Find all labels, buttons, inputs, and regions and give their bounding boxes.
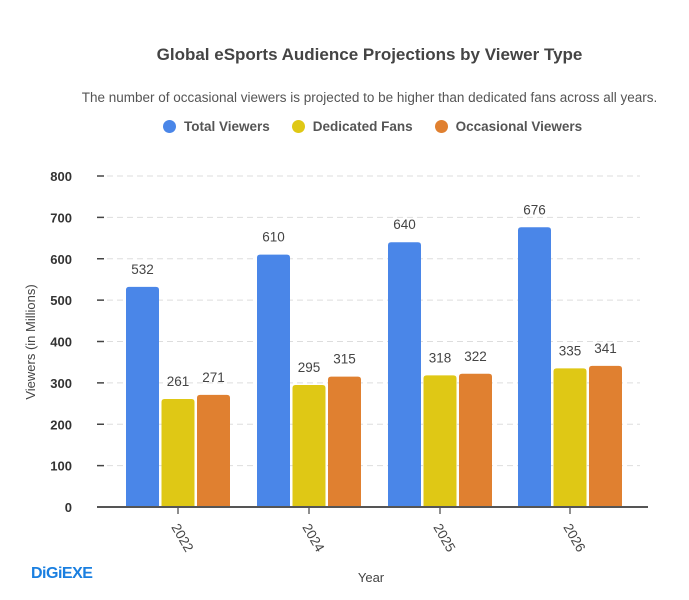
x-tick-label: 2024 [299, 521, 327, 555]
legend-swatch [291, 120, 305, 133]
data-label: 335 [559, 343, 582, 358]
y-tick-label: 0 [65, 500, 72, 515]
x-tick-label: 2025 [430, 521, 458, 555]
legend-swatch [434, 120, 448, 133]
bar-occasional-viewers [197, 394, 230, 507]
bar-occasional-viewers [328, 376, 361, 507]
data-label: 315 [333, 352, 356, 367]
bar-total-viewers [257, 254, 290, 507]
legend-label: Total Viewers [184, 119, 270, 134]
data-label: 322 [464, 349, 487, 364]
legend-swatch [163, 120, 176, 133]
data-label: 676 [523, 202, 546, 217]
y-tick-label: 800 [50, 169, 72, 184]
legend-item-dedicated-fans[interactable]: Dedicated Fans [291, 119, 413, 134]
bar-occasional-viewers [459, 373, 492, 507]
y-tick-label: 100 [50, 459, 72, 474]
legend-item-total-viewers[interactable]: Total Viewers [163, 119, 270, 134]
data-label: 318 [429, 350, 452, 365]
bar-dedicated-fans [423, 375, 457, 507]
y-axis-label: Viewers (in Millions) [23, 284, 38, 399]
bar-total-viewers [126, 286, 159, 507]
chart-title: Global eSports Audience Projections by V… [156, 45, 583, 64]
y-tick-label: 700 [50, 210, 72, 225]
bar-dedicated-fans [161, 399, 195, 507]
digiexe-logo: DiGiEXE [31, 565, 93, 582]
legend: Total Viewers Dedicated Fans Occasional … [163, 119, 582, 134]
data-label: 295 [298, 360, 321, 375]
legend-label: Occasional Viewers [455, 119, 583, 134]
data-label: 261 [167, 374, 190, 389]
bar-total-viewers [518, 227, 551, 507]
bar-dedicated-fans [553, 368, 587, 507]
y-tick-label: 600 [50, 252, 72, 267]
data-label: 341 [594, 341, 617, 356]
y-tick-label: 400 [50, 335, 72, 350]
x-axis-label: Year [358, 570, 385, 585]
data-label: 610 [262, 230, 285, 245]
bar-total-viewers [388, 242, 421, 507]
data-label: 532 [131, 262, 154, 277]
chart-subtitle: The number of occasional viewers is proj… [81, 90, 658, 105]
data-label: 271 [202, 370, 225, 385]
x-tick-label: 2026 [560, 521, 588, 555]
y-tick-label: 200 [50, 417, 72, 432]
bar-dedicated-fans [292, 384, 326, 507]
data-label: 640 [393, 217, 416, 232]
bar-occasional-viewers [589, 365, 622, 507]
y-tick-label: 500 [50, 293, 72, 308]
x-tick-label: 2022 [168, 521, 196, 555]
y-tick-label: 300 [50, 376, 72, 391]
legend-item-occasional-viewers[interactable]: Occasional Viewers [434, 119, 583, 134]
legend-label: Dedicated Fans [312, 119, 413, 134]
